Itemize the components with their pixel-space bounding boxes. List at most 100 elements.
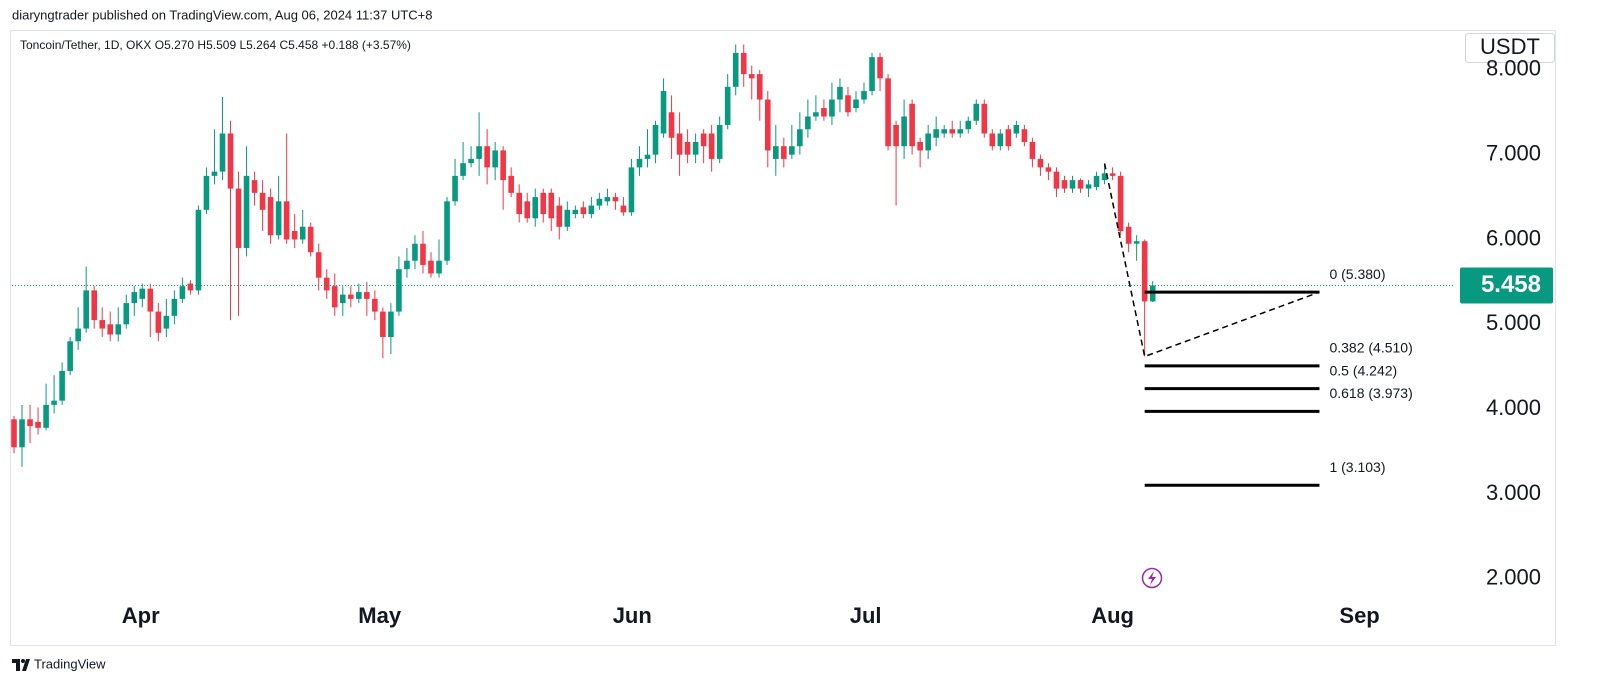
candle-body <box>500 150 506 181</box>
candle-body <box>35 421 41 428</box>
candle-body <box>307 226 314 253</box>
candle-body <box>107 324 114 335</box>
currency-label[interactable]: USDT <box>1480 34 1540 59</box>
y-tick-label: 6.000 <box>1486 225 1541 250</box>
candle-body <box>1093 175 1100 187</box>
candle-body <box>356 292 362 299</box>
candle-body <box>1037 158 1044 168</box>
candle-body <box>115 324 122 335</box>
candle-body <box>901 116 907 147</box>
candle-body <box>676 133 683 155</box>
x-tick-label: Sep <box>1339 603 1379 628</box>
candle-body <box>139 288 146 299</box>
candle-body <box>620 205 627 213</box>
candle-body <box>468 158 474 164</box>
candle-body <box>1045 167 1052 172</box>
candle-body <box>732 52 739 87</box>
candle-body <box>949 129 956 134</box>
candle-body <box>299 226 306 240</box>
candle-body <box>524 201 531 219</box>
candle-body <box>1101 173 1108 181</box>
fib-level-label: 0.382 (4.510) <box>1329 340 1412 356</box>
x-tick-label: Aug <box>1091 603 1134 628</box>
candle-body <box>789 146 795 155</box>
candle-body <box>893 124 899 147</box>
candle-body <box>420 243 426 265</box>
candle-body <box>772 146 779 159</box>
candle-body <box>428 260 434 274</box>
candle-body <box>636 158 643 168</box>
candle-body <box>243 175 250 248</box>
candle-body <box>925 133 931 151</box>
candle-body <box>275 201 282 236</box>
candle-body <box>1005 129 1012 147</box>
candle-body <box>372 298 378 312</box>
candle-body <box>444 201 450 261</box>
candle-body <box>323 277 330 291</box>
candle-body <box>404 260 410 270</box>
candle-body <box>131 292 138 304</box>
last-price-box <box>1460 267 1553 304</box>
candle-body <box>1013 124 1020 134</box>
candle-body <box>684 141 691 155</box>
candle-body <box>965 120 972 130</box>
alert-icon[interactable] <box>1141 567 1163 589</box>
candle-body <box>740 52 747 75</box>
candle-body <box>909 103 915 147</box>
footer-brand: TradingView <box>34 656 106 671</box>
candle-body <box>51 400 57 405</box>
candle-body <box>692 141 699 155</box>
candle-body <box>941 129 947 134</box>
candle-body <box>331 286 338 308</box>
publisher-header: diaryngtrader published on TradingView.c… <box>12 7 433 22</box>
candle-body <box>259 192 266 210</box>
candle-body <box>171 298 178 316</box>
candle-body <box>347 294 354 299</box>
candle-body <box>540 192 547 215</box>
candle-body <box>11 419 17 448</box>
candle-body <box>283 201 290 240</box>
candle-body <box>19 419 25 448</box>
candle-body <box>869 57 875 92</box>
candle-body <box>861 91 867 100</box>
alert-circle[interactable] <box>1141 567 1163 589</box>
y-tick-label: 5.000 <box>1486 310 1541 335</box>
candle-body <box>484 146 490 168</box>
candle-body <box>564 209 571 227</box>
tv-logo <box>12 659 30 671</box>
candle-body <box>508 175 514 193</box>
candle-body <box>43 404 49 428</box>
candle-body <box>548 192 555 219</box>
candles <box>11 44 1156 467</box>
candle-body <box>380 311 386 338</box>
candle-body <box>219 133 226 172</box>
candle-body <box>580 207 587 215</box>
fib-level-label: 0 (5.380) <box>1329 266 1385 282</box>
candle-body <box>572 209 579 215</box>
fib-level-label: 1 (3.103) <box>1329 459 1385 475</box>
candle-body <box>396 269 402 312</box>
candle-body <box>195 209 202 291</box>
candle-body <box>756 74 763 100</box>
x-tick-label: May <box>358 603 402 628</box>
candle-body <box>67 341 73 371</box>
candle-body <box>452 175 458 202</box>
alert-bolt[interactable] <box>1148 571 1156 585</box>
candle-body <box>973 103 980 121</box>
candle-body <box>781 146 787 159</box>
y-tick-label: 8.000 <box>1486 56 1541 81</box>
candle-body <box>813 112 819 117</box>
candle-body <box>91 290 97 321</box>
candle-body <box>179 286 186 299</box>
candle-body <box>83 290 89 329</box>
candle-body <box>837 86 843 100</box>
candle-body <box>644 154 651 159</box>
candle-body <box>267 197 274 236</box>
fib-level-label: 0.618 (3.973) <box>1329 385 1412 401</box>
candle-body <box>829 99 835 117</box>
candle-body <box>716 124 723 159</box>
currency-box[interactable] <box>1465 33 1555 63</box>
candle-body <box>460 163 466 176</box>
symbol-legend: Toncoin/Tether, 1D, OKX O5.270 H5.509 L5… <box>20 38 411 52</box>
y-tick-label: 4.000 <box>1486 395 1541 420</box>
